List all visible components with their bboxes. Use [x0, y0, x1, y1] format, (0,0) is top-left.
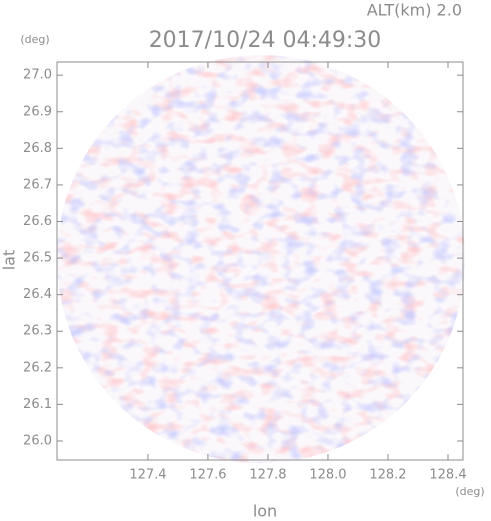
x-tick-label: 127.8 [249, 468, 286, 483]
y-tick-label: 26.8 [23, 141, 52, 156]
y-tick-label: 26.4 [23, 287, 52, 302]
x-tick-label: 127.4 [129, 468, 166, 483]
chart-title: 2017/10/24 04:49:30 [149, 28, 382, 53]
altitude: ALT(km) 2.0 [367, 1, 462, 20]
y-tick-label: 26.2 [23, 360, 52, 375]
x-tick-label: 128.4 [429, 468, 466, 483]
y-tick-label: 26.6 [23, 214, 52, 229]
y-tick-label: 26.5 [23, 251, 52, 266]
plot-frame [56, 61, 464, 461]
y-tick-label: 26.1 [23, 397, 52, 412]
y-tick-label: 27.0 [23, 68, 52, 83]
x-tick-label: 128.2 [369, 468, 406, 483]
x-tick-label: 127.6 [189, 468, 226, 483]
x-tick-label: 128.0 [309, 468, 346, 483]
x-axis-label: lon [253, 502, 277, 521]
x-unit: (deg) [455, 485, 484, 498]
y-axis-label: lat [0, 250, 19, 271]
y-unit: (deg) [20, 33, 49, 46]
y-tick-label: 26.9 [23, 104, 52, 119]
radar-field [57, 55, 465, 463]
y-tick-label: 26.3 [23, 324, 52, 339]
y-tick-label: 26.0 [23, 433, 52, 448]
y-tick-label: 26.7 [23, 177, 52, 192]
